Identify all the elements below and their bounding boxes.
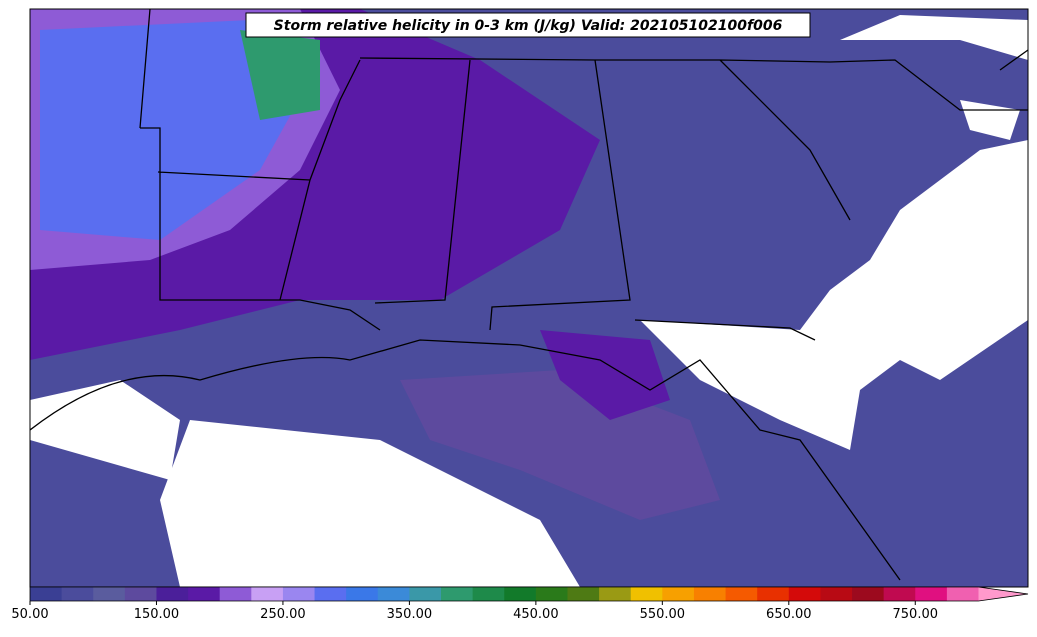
no-data-region <box>840 15 1028 140</box>
colorbar-segment <box>30 587 63 601</box>
colorbar-segment <box>282 587 316 601</box>
colorbar-segment <box>219 587 252 601</box>
title-box <box>245 12 811 38</box>
colorbar-segment <box>251 587 284 601</box>
colorbar-tick-label: 750.00 <box>893 607 939 622</box>
map <box>30 9 1028 587</box>
colorbar-tick-label: 50.00 <box>11 607 48 622</box>
colorbar-segment <box>346 587 379 601</box>
colorbar-segment <box>124 587 157 601</box>
map-title: Storm relative helicity in 0-3 km (J/kg)… <box>274 18 783 34</box>
colorbar-segment <box>472 587 505 601</box>
helicity-region <box>40 20 310 240</box>
colorbar-segment <box>630 587 663 601</box>
colorbar-tick-label: 150.00 <box>134 607 180 622</box>
colorbar-extend <box>978 587 1028 601</box>
colorbar-segment <box>61 587 94 601</box>
colorbar-segment <box>946 587 979 601</box>
colorbar-tick-label: 350.00 <box>387 607 433 622</box>
colorbar-segment <box>852 587 885 601</box>
colorbar: 50.00 150.00 250.00 350.00 450.00 550.00 650.0… <box>11 586 1029 622</box>
colorbar-segment <box>188 587 221 601</box>
colorbar-segment <box>757 587 790 601</box>
helicity-region <box>540 330 670 420</box>
colorbar-segment <box>93 587 126 601</box>
colorbar-segment <box>535 587 568 601</box>
colorbar-outline <box>29 586 1029 602</box>
colorbar-segment <box>788 587 821 601</box>
helicity-region <box>240 30 320 120</box>
colorbar-segment <box>409 587 442 601</box>
colorbar-segment <box>567 587 600 601</box>
colorbar-segment <box>314 587 347 601</box>
boundaries <box>30 9 1028 581</box>
colorbar-segment <box>915 587 948 601</box>
colorbar-segment <box>504 587 537 601</box>
colorbar-tick-label: 250.00 <box>260 607 306 622</box>
colorbar-segment <box>883 587 916 601</box>
colorbar-segment <box>599 587 632 601</box>
colorbar-segment <box>662 587 695 601</box>
colorbar-tick-label: 650.00 <box>766 607 812 622</box>
no-data-region <box>30 380 580 587</box>
colorbar-segment <box>156 587 189 601</box>
colorbar-tick-label: 450.00 <box>513 607 559 622</box>
colorbar-segment <box>377 587 410 601</box>
colorbar-segment <box>725 587 758 601</box>
colorbar-segment <box>441 587 474 601</box>
colorbar-tick-label: 550.00 <box>640 607 686 622</box>
colorbar-segment <box>693 587 727 601</box>
no-data-region <box>640 140 1028 450</box>
colorbar-segment <box>820 587 853 601</box>
